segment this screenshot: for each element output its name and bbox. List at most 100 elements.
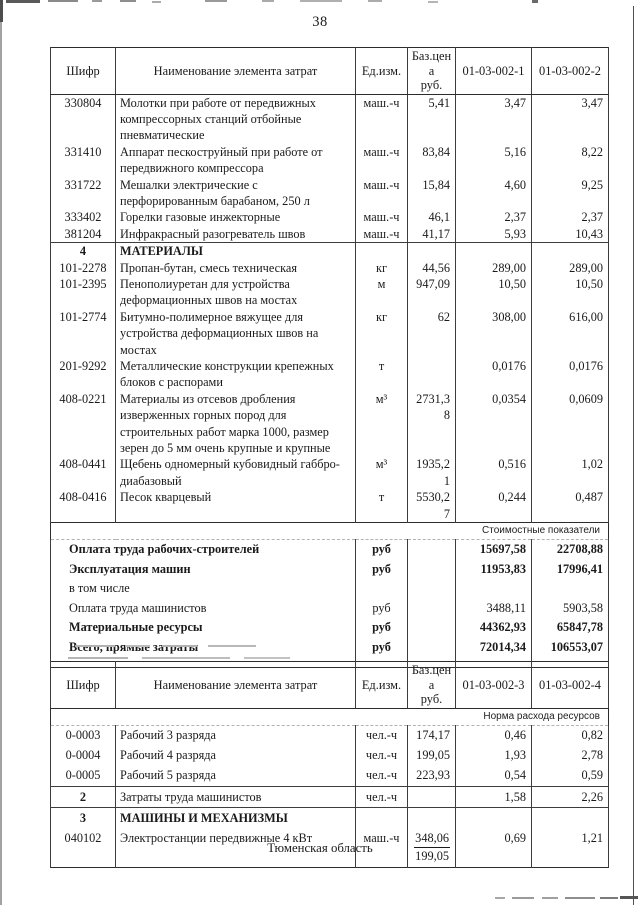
- code-cell: 0-0005: [50, 765, 116, 787]
- base-price-value: 46,1: [428, 210, 450, 225]
- value-cell-1: 1,58: [455, 786, 532, 808]
- scan-smudge-below-table1: [208, 645, 256, 647]
- scan-bottom-dash: [620, 896, 638, 899]
- code-cell: 101-2278: [50, 259, 116, 276]
- cost-indicators-label: Стоимостные показатели: [50, 522, 609, 541]
- unit-cell: [355, 579, 408, 599]
- table-row: 408-0441 Щебень одномерный кубовидный габ…: [50, 456, 609, 490]
- value-cell-2: 2,78: [531, 745, 609, 766]
- scan-top-dash: [120, 0, 136, 2]
- table2-norm-section: Норма расхода ресурсов: [50, 708, 609, 726]
- base-price-value: 947,09: [416, 276, 450, 291]
- name-cell: Песок кварцевый: [115, 489, 356, 523]
- name-cell: МАТЕРИАЛЫ: [115, 242, 356, 260]
- scan-top-dash: [152, 1, 161, 3]
- value-cell-1: 3488,11: [455, 598, 532, 619]
- scan-right-edge-line: [632, 6, 635, 905]
- cost-row: в том числе: [50, 579, 609, 599]
- header-code: Шифр: [50, 661, 116, 709]
- base-price-cell: 223,93: [407, 765, 456, 787]
- value-cell-2: 65847,78: [531, 618, 609, 639]
- table-row: 381204 Инфракрасный разогреватель швов маш…: [50, 225, 609, 243]
- value-cell-2: 2,26: [531, 786, 609, 808]
- value-cell-2: 5903,58: [531, 598, 609, 619]
- name-cell: Инфракрасный разогреватель швов: [115, 225, 356, 243]
- code-cell: 408-0441: [50, 456, 116, 490]
- unit-cell: маш.-ч: [355, 176, 408, 210]
- name-cell: Пенополиуретан для устройства деформацио…: [115, 275, 356, 309]
- base-price-cell: 46,1: [407, 209, 456, 226]
- name-cell: Рабочий 4 разряда: [115, 745, 356, 766]
- base-price-value: 41,17: [422, 226, 450, 241]
- unit-cell: кг: [355, 259, 408, 276]
- code-cell: 3: [50, 807, 116, 829]
- unit-cell: маш.-ч: [355, 225, 408, 243]
- base-price-cell: 5530,27: [407, 489, 456, 523]
- value-cell-2: 0,0609: [531, 390, 609, 457]
- name-cell: Рабочий 3 разряда: [115, 725, 356, 746]
- value-cell-2: 17996,41: [531, 559, 609, 580]
- value-cell-1: 0,0176: [455, 358, 532, 391]
- code-cell: 4: [50, 242, 116, 260]
- base-price-value: 5530,27: [416, 490, 450, 521]
- base-price-cell: 1935,21: [407, 456, 456, 490]
- code-cell: 201-9292: [50, 358, 116, 391]
- cost-name-cell: Всего, прямые затраты: [50, 638, 356, 658]
- header-name: Наименование элемента затрат: [115, 661, 356, 709]
- cost-name-cell: Оплата труда рабочих-строителей: [50, 539, 356, 560]
- value-cell-1: 0,516: [455, 456, 532, 490]
- scan-top-dash: [48, 0, 78, 2]
- name-cell: Горелки газовые инжекторные: [115, 209, 356, 226]
- code-cell: 333402: [50, 209, 116, 226]
- name-cell: Щебень одномерный кубовидный габбро-диаб…: [115, 456, 356, 490]
- scan-bottom-dash: [600, 897, 618, 899]
- base-price-cell: [407, 242, 456, 260]
- value-cell-1: 5,93: [455, 225, 532, 243]
- code-cell: 408-0416: [50, 489, 116, 523]
- unit-cell: чел.-ч: [355, 745, 408, 766]
- value-cell-1: 3,47: [455, 94, 532, 144]
- value-cell-1: [455, 579, 532, 599]
- base-price-value: 2731,38: [416, 391, 450, 423]
- table-row: 0-0004 Рабочий 4 разряда чел.-ч 199,05 1,93 2…: [50, 745, 609, 766]
- name-cell: Пропан-бутан, смесь техническая: [115, 259, 356, 276]
- value-cell-2: 289,00: [531, 259, 609, 276]
- base-price-cell: [407, 358, 456, 391]
- base-price-cell: 174,17: [407, 725, 456, 746]
- value-cell-1: 5,16: [455, 143, 532, 177]
- table-row: 333402 Горелки газовые инжекторные маш.-ч 4…: [50, 209, 609, 226]
- name-cell: Затраты труда машинистов: [115, 786, 356, 808]
- table-row: 040102 Электростанции передвижные 4 кВт ма…: [50, 828, 609, 868]
- unit-cell: маш.-ч: [355, 209, 408, 226]
- header-code: Шифр: [50, 47, 116, 95]
- code-cell: 2: [50, 786, 116, 808]
- table2-resource-rows: 0-0003 Рабочий 3 разряда чел.-ч 174,17 0,46 0…: [50, 725, 609, 868]
- value-cell-2: 616,00: [531, 308, 609, 358]
- cost-name-cell: Оплата труда машинистов: [50, 598, 356, 619]
- code-cell: 408-0221: [50, 390, 116, 457]
- code-cell: 330804: [50, 94, 116, 144]
- code-cell: 040102: [50, 828, 116, 868]
- header-base-line2: руб.: [420, 692, 443, 706]
- value-cell-1: 1,93: [455, 745, 532, 766]
- base-price-value: 174,17: [416, 728, 450, 742]
- base-price-cell: [407, 579, 456, 599]
- table-row: 331722 Мешалки электрические с перфориров…: [50, 176, 609, 210]
- unit-cell: руб: [355, 559, 408, 580]
- unit-cell: руб: [355, 539, 408, 560]
- scan-smudge-above-table2: [142, 657, 230, 659]
- header-unit: Ед.изм.: [355, 661, 408, 709]
- unit-cell: руб: [355, 618, 408, 639]
- name-cell: Битумно-полимерное вяжущее для устройств…: [115, 308, 356, 358]
- header-estimate-1: 01-03-002-3: [455, 661, 532, 709]
- base-price-cell: 199,05: [407, 745, 456, 766]
- value-cell-1: 72014,34: [455, 638, 532, 658]
- value-cell-1: 289,00: [455, 259, 532, 276]
- table1-cost-section: Стоимостные показатели: [50, 522, 609, 541]
- scan-bottom-dash: [512, 897, 534, 899]
- header-estimate-2: 01-03-002-2: [531, 47, 609, 95]
- base-price-cell: 2731,38: [407, 390, 456, 457]
- header-estimate-2: 01-03-002-4: [531, 661, 609, 709]
- scan-bottom-dash: [565, 897, 595, 899]
